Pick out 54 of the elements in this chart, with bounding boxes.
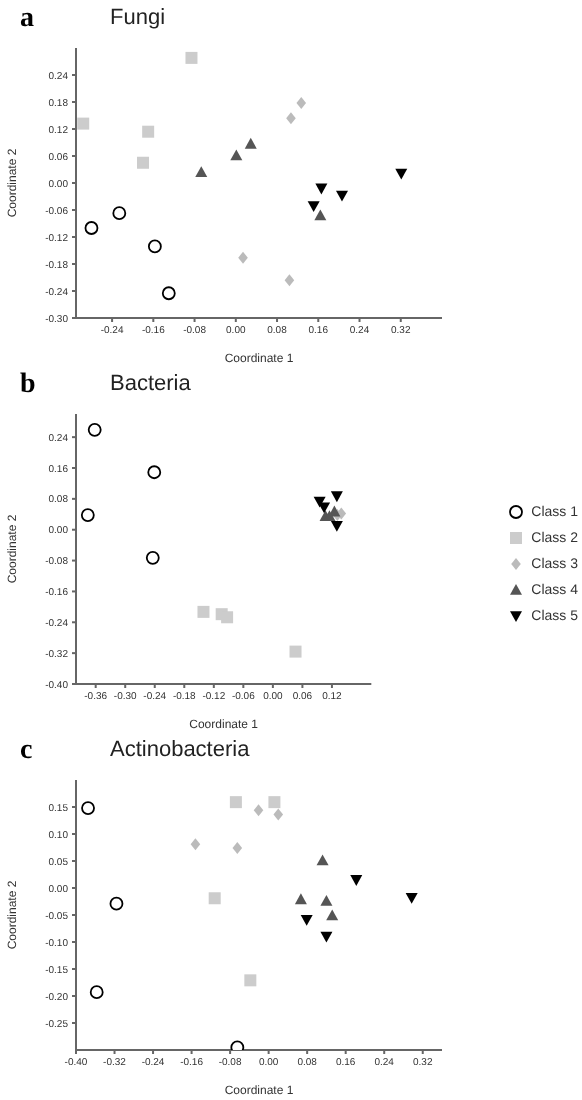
point — [87, 422, 102, 437]
point — [161, 286, 176, 301]
point — [326, 909, 339, 921]
point — [208, 892, 221, 905]
point — [350, 875, 363, 886]
point — [300, 915, 313, 926]
point — [197, 605, 210, 618]
point — [238, 251, 248, 264]
point — [112, 206, 127, 221]
chart-title: Actinobacteria — [110, 738, 250, 762]
point — [286, 112, 296, 125]
point — [145, 550, 160, 565]
point — [294, 893, 307, 905]
point — [296, 96, 307, 109]
text: c — [20, 736, 33, 766]
point — [320, 931, 333, 943]
point — [230, 149, 243, 161]
point — [195, 166, 208, 177]
point — [244, 137, 257, 149]
text: a — [20, 4, 34, 34]
point — [284, 274, 295, 287]
chart-title: Fungi — [110, 6, 166, 30]
point — [307, 201, 320, 212]
point — [268, 796, 281, 809]
point — [84, 221, 99, 235]
point — [221, 611, 234, 624]
point — [190, 838, 201, 851]
point — [244, 974, 257, 987]
point — [142, 125, 155, 138]
point — [335, 190, 348, 202]
point — [80, 508, 95, 522]
point — [147, 465, 162, 480]
point — [77, 117, 90, 130]
text: b — [20, 370, 36, 400]
point — [320, 894, 333, 906]
point — [109, 896, 124, 911]
point — [315, 183, 328, 195]
point — [314, 209, 327, 221]
point — [229, 796, 242, 809]
point — [185, 51, 198, 64]
point — [137, 156, 150, 169]
point — [253, 804, 264, 817]
point — [81, 801, 95, 815]
point — [89, 985, 104, 1000]
point — [289, 645, 302, 658]
point — [405, 892, 418, 904]
chart-title: Bacteria — [110, 372, 191, 396]
point — [147, 239, 162, 254]
point — [232, 842, 243, 855]
point — [330, 491, 343, 503]
point — [273, 808, 284, 821]
point — [330, 521, 343, 532]
point — [395, 168, 408, 180]
point — [316, 854, 329, 866]
